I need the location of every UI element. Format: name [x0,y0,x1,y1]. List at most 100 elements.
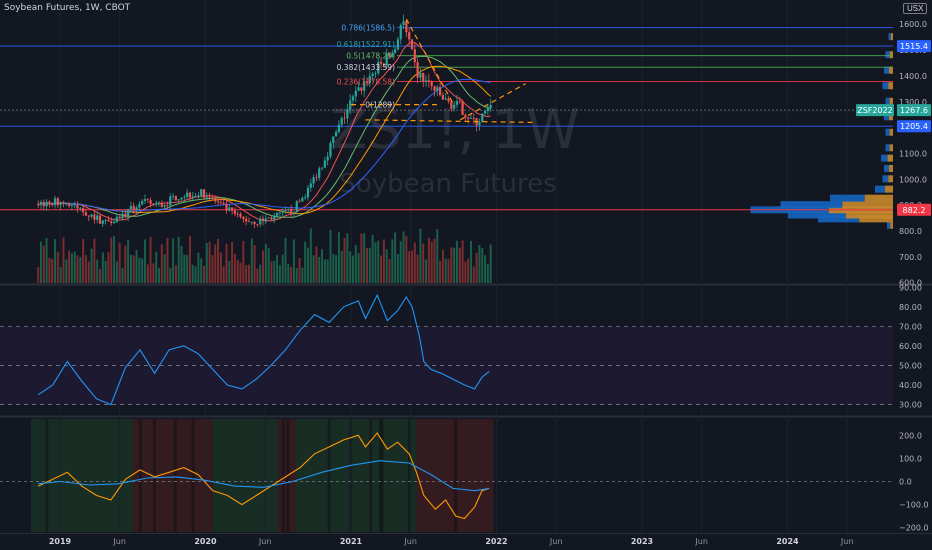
candle-body [127,208,130,218]
volume-bar [39,241,42,283]
volume-bar [219,252,222,283]
time-axis[interactable]: 2019 Jun 2020 Jun 2021 Jun 2022 Jun 2023 Jun 2024 J… [49,537,854,546]
candle-body [379,61,383,64]
profile-bar [845,211,893,219]
candle-body [183,196,186,198]
time-tick-label: Jun [403,537,417,546]
candle-body [337,124,341,133]
candle-body [326,156,329,161]
candle-body [236,213,239,215]
volume-bar [292,239,295,283]
grid-lines [0,0,932,534]
volume-bar [351,255,354,283]
rsi-tick-label: 50.00 [899,361,922,370]
candle-body [149,200,152,204]
candle-body [211,197,214,199]
candle-body [202,189,206,198]
profile-bar [884,113,889,121]
candle-body [56,198,59,206]
profile-bar [885,128,890,136]
volume-bar [312,255,315,283]
candle-body [304,197,307,199]
fib-label: 0.5(1478.25) [346,52,395,61]
volume-bar [42,245,45,283]
volume-bar [180,246,183,283]
price-label-text: 882.2 [903,206,926,215]
candle-body [84,212,88,216]
volume-bar [205,243,208,283]
price-label-text: 1205.4 [900,122,928,131]
price-axis[interactable]: 600.0700.0800.0900.01000.01100.01200.013… [899,20,929,533]
profile-bar [889,51,893,59]
volume-bar [422,243,425,283]
volume-bar [152,263,155,283]
candle-body [233,210,237,214]
volume-bar [158,268,161,283]
candle-body [104,219,107,221]
volume-bar [214,244,217,283]
time-tick-label: Jun [549,537,563,546]
rsi-band [0,326,893,405]
candle-body [458,101,461,102]
volume-bar [127,239,130,283]
volume-bar [51,258,54,283]
volume-bar [321,249,324,283]
volume-bar [357,253,360,283]
volume-profile [750,33,893,229]
volume-bar [366,247,369,283]
candle-body [447,98,450,102]
candle-body [486,108,489,112]
volume-bar [332,254,335,283]
profile-bar [875,185,885,193]
candle-body [450,101,453,109]
volume-bar [436,229,439,283]
currency-badge[interactable]: USX [903,3,928,14]
volume-bar [301,267,304,283]
candle-body [309,183,312,188]
candle-body [166,205,169,206]
profile-bar [888,113,893,121]
candle-body [298,201,301,203]
volume-bar [118,242,121,283]
volume-bar [96,259,99,283]
volume-bar [433,238,436,283]
volume-bar [250,238,253,283]
volume-bar [385,249,388,283]
fib-label: 0.618(1522.91) [337,40,395,49]
candle-body [171,195,175,197]
profile-bar [888,33,891,41]
volume-bar [93,238,96,283]
candle-body [453,104,456,109]
volume-bar [430,241,433,283]
watermark-name: Soybean Futures [339,169,556,199]
watermark: ZS1!, 1W Soybean Futures [330,98,579,199]
regime-gap [281,419,285,532]
volume-bar [259,264,262,283]
volume-bar [124,245,127,283]
volume-bar [138,257,141,283]
volume-bar [484,255,487,283]
candle-body [377,61,380,74]
volume-bar [467,258,470,283]
volume-bar [115,261,118,283]
candle-body [45,201,48,207]
volume-bar [447,259,450,283]
volume-bar [394,232,397,283]
candle-body [402,21,405,25]
volume-bar [391,239,394,283]
volume-bar [202,265,205,283]
candle-body [318,168,321,179]
price-candles [37,14,492,229]
profile-bar [885,144,890,152]
volume-bar [323,259,326,283]
volume-bar [464,261,467,283]
candle-body [208,196,211,198]
volume-bar [90,248,93,283]
candle-body [90,214,93,217]
candle-body [163,205,166,207]
candle-body [239,213,242,218]
candle-body [87,215,90,217]
oscillator-pane [0,432,893,520]
price-tick-label: 1400.0 [899,72,927,81]
